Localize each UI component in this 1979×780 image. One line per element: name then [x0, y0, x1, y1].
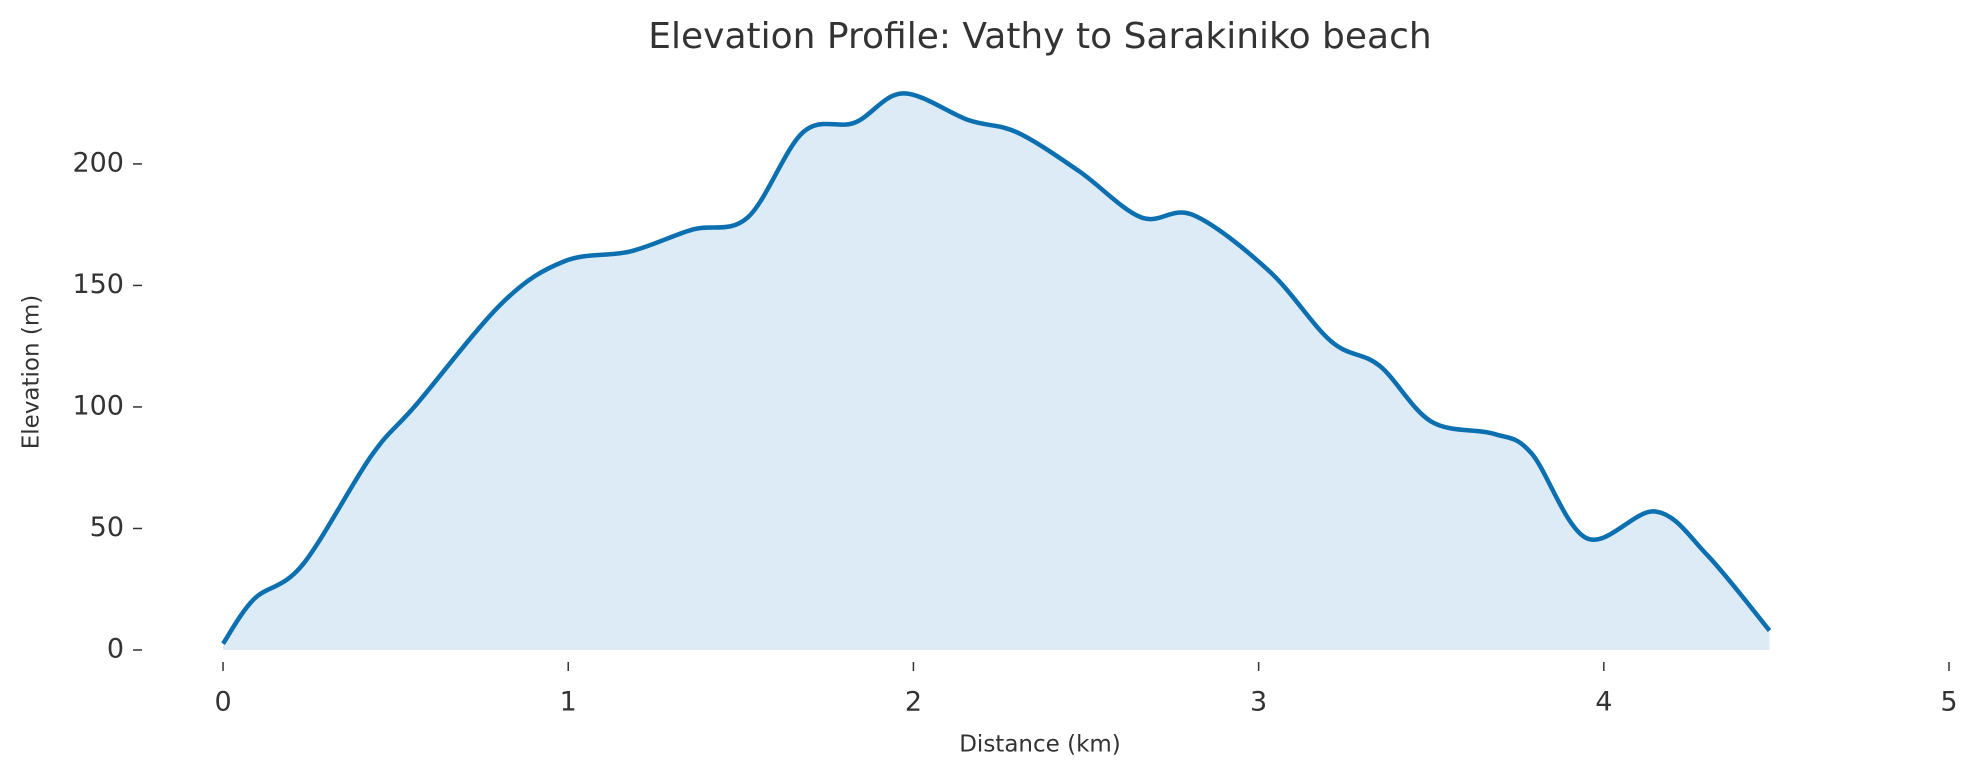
chart-title: Elevation Profile: Vathy to Sarakiniko b…: [648, 16, 1431, 57]
x-tick-label: 4: [1595, 687, 1612, 718]
elevation-line: [221, 91, 1772, 645]
y-tick-label: 100: [72, 390, 124, 421]
x-tick-label: 3: [1250, 687, 1267, 718]
area-fill: [223, 93, 1770, 650]
y-axis-label: Elevation (m): [19, 295, 45, 450]
y-tick-label: 200: [72, 147, 124, 178]
x-tick-label: 5: [1940, 687, 1957, 718]
x-axis-label: Distance (km): [959, 732, 1121, 758]
x-tick-label: 0: [214, 687, 231, 718]
y-tick-label: 0: [107, 634, 124, 665]
y-tick-label: 150: [72, 269, 124, 300]
x-tick-label: 2: [905, 687, 922, 718]
x-tick-label: 1: [560, 687, 577, 718]
y-tick-label: 50: [90, 512, 124, 543]
